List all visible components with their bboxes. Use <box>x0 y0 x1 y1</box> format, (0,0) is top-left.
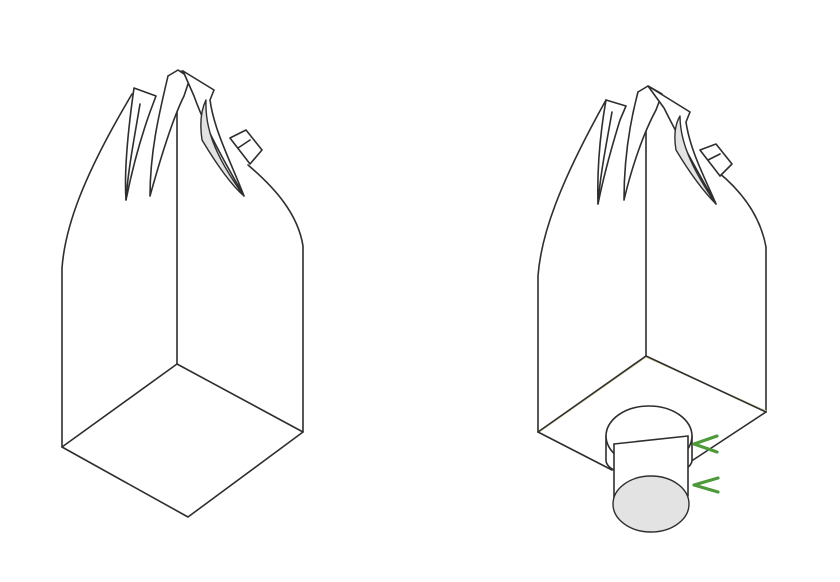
spout-body-edge <box>613 435 689 445</box>
lifting-loop-side-inner <box>707 153 721 161</box>
bag-outline <box>61 70 304 518</box>
bottom-back-edges <box>61 363 304 448</box>
lifting-loop-right <box>182 70 245 197</box>
lifting-loop-side <box>229 129 263 165</box>
bottom-front-edges <box>537 411 767 471</box>
bag-outline <box>537 99 767 433</box>
lifting-loop-side <box>699 143 733 177</box>
lifting-loop-center <box>623 85 663 201</box>
discharge-spout <box>605 405 693 533</box>
lifting-loop-center <box>149 69 191 197</box>
lifting-loop-right-shade <box>200 99 245 197</box>
lifting-loop-side-inner <box>237 139 251 149</box>
arrow-icon <box>692 476 720 494</box>
bulk-bag-spout-bottom <box>537 85 767 533</box>
lifting-loop-left-inner <box>125 103 141 201</box>
bottom-back-edges <box>537 355 767 433</box>
arrow-icon <box>692 434 719 454</box>
lifting-loop-right-shade <box>674 115 717 205</box>
lifting-loop-left-inner <box>597 111 613 205</box>
spout-outlet <box>612 475 690 533</box>
bulk-bag-flat-bottom <box>61 69 304 518</box>
